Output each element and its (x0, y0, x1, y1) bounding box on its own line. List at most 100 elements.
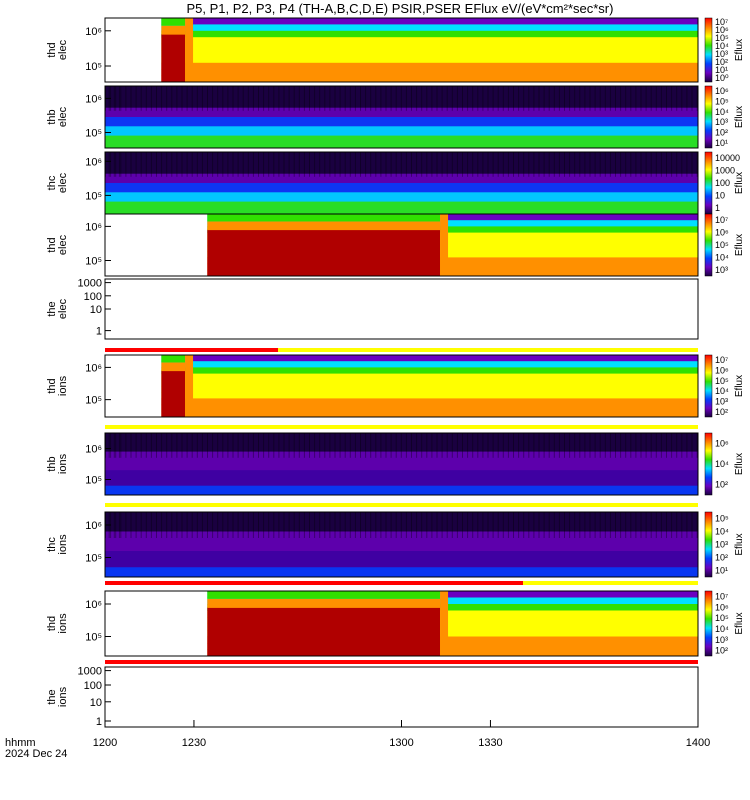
noise-stroke (344, 433, 346, 458)
noise-stroke (242, 152, 244, 177)
spectrogram-band (161, 404, 698, 412)
noise-stroke (538, 86, 540, 111)
noise-stroke (630, 433, 632, 458)
noise-stroke (462, 86, 463, 111)
colorbar-tick-label: 10¹ (715, 65, 728, 75)
noise-stroke (426, 512, 428, 538)
noise-stroke (451, 152, 453, 177)
y-tick-label: 10⁵ (85, 128, 102, 140)
colorbar-tick-label: 10¹ (715, 138, 728, 148)
noise-stroke (242, 512, 244, 538)
noise-stroke (564, 86, 565, 111)
noise-stroke (686, 86, 688, 111)
noise-stroke (125, 152, 127, 177)
transition-stripe (185, 355, 194, 417)
noise-stroke (370, 512, 372, 538)
colorbar-tick-label: 10⁴ (715, 527, 729, 537)
noise-stroke (145, 512, 147, 538)
x-tick-label: 1230 (182, 737, 206, 749)
noise-stroke (108, 152, 110, 177)
noise-stroke (227, 433, 229, 458)
noise-stroke (339, 433, 341, 458)
noise-stroke (191, 152, 193, 177)
panel-ylabel: thcelec (46, 172, 69, 193)
noise-stroke (416, 433, 418, 458)
y-tick-label: 10⁶ (85, 362, 102, 374)
noise-stroke (416, 152, 418, 177)
colorbar-tick-label: 10³ (715, 397, 728, 407)
noise-stroke (258, 152, 259, 177)
noise-stroke (620, 512, 622, 538)
colorbar-tick-label: 10⁴ (715, 459, 729, 469)
low-flux-strip (448, 214, 698, 221)
noise-stroke (125, 433, 127, 458)
noise-stroke (303, 86, 305, 111)
noise-stroke (513, 512, 514, 538)
noise-stroke (620, 433, 622, 458)
noise-stroke (252, 512, 254, 538)
noise-band (105, 135, 698, 148)
colorbar-tick-label: 10⁴ (715, 624, 729, 634)
noise-stroke (227, 152, 229, 177)
y-tick-label: 1000 (78, 666, 102, 678)
noise-stroke (161, 512, 163, 538)
noise-stroke (252, 86, 254, 111)
noise-stroke (691, 152, 693, 177)
noise-stroke (477, 152, 479, 177)
noise-stroke (273, 86, 275, 111)
noise-stroke (140, 433, 142, 458)
noise-stroke (655, 86, 657, 111)
noise-stroke (222, 433, 224, 458)
noise-stroke (130, 152, 132, 177)
noise-stroke (579, 512, 581, 538)
noise-stroke (645, 152, 647, 177)
noise-stroke (676, 152, 678, 177)
noise-stroke (334, 152, 336, 177)
noise-stroke (390, 512, 392, 538)
colorbar-tick-label: 10⁰ (715, 73, 729, 83)
x-tick-label: 1300 (389, 737, 413, 749)
noise-stroke (339, 512, 341, 538)
status-flag-bar (105, 348, 278, 352)
noise-stroke (456, 433, 458, 458)
noise-stroke (161, 86, 163, 111)
noise-stroke (298, 86, 300, 111)
noise-stroke (118, 433, 120, 458)
panel-frame (104, 213, 699, 277)
colorbar-tick-label: 10⁷ (715, 17, 728, 27)
colorbar-label: Eflux (734, 172, 745, 194)
noise-stroke (298, 433, 300, 458)
noise-stroke (349, 512, 351, 538)
noise-stroke (523, 86, 525, 111)
noise-stroke (186, 86, 188, 111)
noise-stroke (676, 512, 678, 538)
hot-region-top (161, 355, 186, 363)
noise-stroke (370, 86, 372, 111)
noise-stroke (278, 86, 280, 111)
noise-stroke (156, 433, 157, 458)
noise-stroke (145, 152, 147, 177)
noise-stroke (411, 86, 412, 111)
noise-stroke (115, 86, 117, 111)
noise-stroke (538, 152, 540, 177)
noise-stroke (370, 433, 372, 458)
noise-stroke (217, 86, 219, 111)
noise-stroke (416, 512, 418, 538)
spectrogram-band (161, 386, 698, 393)
panel-the-ions: theions 1000 100 10 1 (46, 666, 699, 728)
noise-stroke (609, 512, 611, 538)
noise-stroke (528, 86, 530, 111)
noise-stroke (283, 86, 285, 111)
noise-stroke (431, 433, 433, 458)
noise-stroke (207, 152, 208, 177)
noise-stroke (640, 433, 642, 458)
noise-stroke (166, 152, 168, 177)
noise-stroke (533, 152, 535, 177)
y-tick-label: 10⁵ (85, 190, 102, 202)
status-flag-bar (278, 348, 698, 352)
noise-stroke (604, 433, 606, 458)
noise-stroke (293, 433, 295, 458)
noise-stroke (630, 512, 632, 538)
